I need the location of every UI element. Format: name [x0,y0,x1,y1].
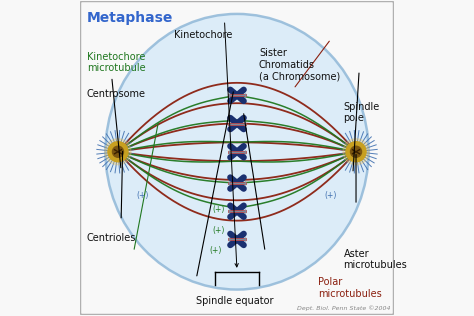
Circle shape [343,139,369,165]
FancyBboxPatch shape [81,1,393,315]
Text: (+): (+) [325,191,337,200]
Text: Kinetochore: Kinetochore [174,30,233,40]
Circle shape [108,142,128,162]
Text: Centrioles: Centrioles [87,233,136,243]
Text: Sister
Chromatids
(a Chromosome): Sister Chromatids (a Chromosome) [259,48,340,82]
Text: Kinetochore
microtubule: Kinetochore microtubule [87,52,145,73]
Text: Centrosome: Centrosome [87,89,146,99]
Text: Aster
microtubules: Aster microtubules [344,249,407,270]
Text: Dept. Biol. Penn State ©2004: Dept. Biol. Penn State ©2004 [297,306,391,312]
Text: Spindle
pole: Spindle pole [344,102,380,123]
Text: (+): (+) [212,205,224,214]
Ellipse shape [105,14,369,289]
Circle shape [346,142,366,162]
Circle shape [350,146,362,157]
Text: (+): (+) [209,246,221,255]
Text: Metaphase: Metaphase [87,11,173,25]
Text: Polar
microtubules: Polar microtubules [319,277,382,299]
Text: (+): (+) [212,226,224,234]
Text: Spindle equator: Spindle equator [196,296,274,306]
Text: (+): (+) [137,191,149,200]
Circle shape [105,139,131,165]
Circle shape [112,146,124,157]
